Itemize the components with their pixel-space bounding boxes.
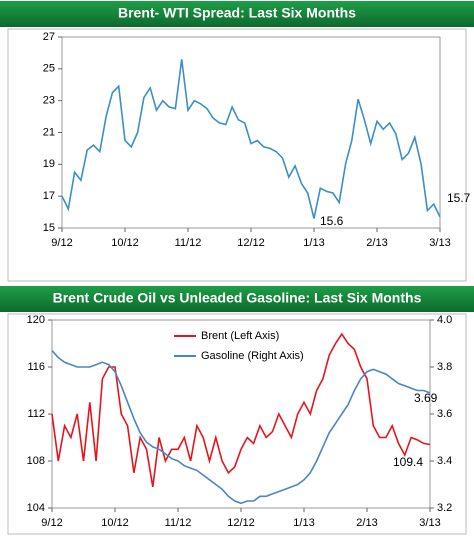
x-tick-label: 3/13: [419, 517, 440, 529]
x-tick-label: 9/12: [41, 517, 62, 529]
x-tick-label: 10/12: [111, 237, 139, 249]
chart-title: Brent- WTI Spread: Last Six Months: [118, 5, 356, 21]
data-line: [51, 349, 431, 505]
annotation: 15.7: [447, 191, 471, 205]
y2-tick-label: 4.0: [437, 314, 452, 326]
y2-tick-label: 3.8: [437, 361, 452, 373]
chart-title: Brent Crude Oil vs Unleaded Gasoline: La…: [53, 290, 422, 306]
x-tick-label: 11/12: [175, 237, 202, 249]
y-tick-label: 108: [27, 455, 45, 467]
y-tick-label: 25: [43, 63, 55, 75]
x-tick-label: 1/13: [303, 237, 324, 249]
y-tick-label: 17: [43, 190, 55, 202]
plot-area: [61, 36, 441, 229]
chart-frame: [7, 28, 467, 282]
y-tick-label: 120: [27, 314, 45, 326]
y-tick-label: 112: [27, 408, 45, 420]
y2-tick-label: 3.4: [437, 455, 452, 467]
data-line: [61, 59, 441, 219]
x-tick-label: 12/12: [227, 517, 255, 529]
x-tick-label: 12/12: [237, 237, 265, 249]
annotation: 109.4: [393, 455, 423, 469]
x-tick-label: 3/13: [429, 237, 450, 249]
y-tick-label: 23: [43, 95, 55, 107]
x-tick-label: 11/12: [165, 517, 192, 529]
x-tick-label: 2/13: [356, 517, 377, 529]
x-tick-label: 2/13: [366, 237, 387, 249]
header-bar: [0, 286, 474, 312]
y-tick-label: 104: [27, 502, 45, 514]
x-tick-label: 10/12: [101, 517, 129, 529]
y-tick-label: 116: [27, 361, 45, 373]
y-tick-label: 15: [43, 222, 55, 234]
legend-label: Gasoline (Right Axis): [201, 350, 304, 362]
x-tick-label: 1/13: [293, 517, 314, 529]
y-tick-label: 27: [43, 31, 55, 43]
plot-area: [51, 319, 431, 509]
chart-frame: [7, 313, 467, 535]
legend-label: Brent (Left Axis): [201, 330, 279, 342]
annotation: 3.69: [414, 391, 438, 405]
data-line: [51, 332, 431, 488]
y2-tick-label: 3.6: [437, 408, 452, 420]
x-tick-label: 9/12: [51, 237, 72, 249]
y-tick-label: 19: [43, 158, 55, 170]
y-tick-label: 21: [43, 126, 55, 138]
header-bar: [0, 1, 474, 27]
annotation: 15.6: [320, 214, 344, 228]
y2-tick-label: 3.2: [437, 502, 452, 514]
